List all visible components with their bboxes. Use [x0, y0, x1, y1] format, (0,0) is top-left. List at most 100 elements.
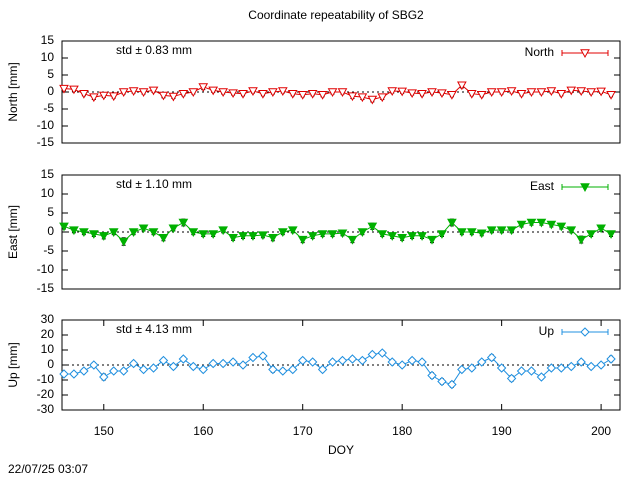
marker	[427, 370, 437, 381]
y-tick-label: 10	[41, 342, 55, 356]
y-axis-label: Up [mm]	[6, 342, 20, 387]
marker	[238, 90, 248, 99]
marker	[128, 228, 139, 238]
marker	[556, 363, 567, 373]
marker	[258, 231, 268, 241]
marker	[477, 357, 487, 367]
marker	[88, 93, 99, 103]
marker	[486, 352, 497, 363]
marker	[248, 87, 258, 97]
marker	[516, 220, 527, 230]
marker	[128, 87, 139, 97]
marker	[526, 366, 537, 376]
y-axis-label: East [mm]	[6, 205, 20, 259]
legend-marker	[580, 183, 590, 193]
marker	[198, 364, 208, 375]
marker	[377, 93, 388, 103]
marker	[69, 369, 79, 379]
marker	[277, 87, 288, 97]
marker	[79, 90, 89, 99]
marker	[148, 228, 159, 238]
marker	[128, 358, 139, 369]
marker	[536, 88, 547, 98]
marker	[317, 91, 328, 100]
marker	[387, 232, 398, 241]
std-annotation: std ± 4.13 mm	[116, 322, 192, 336]
y-tick-label: 10	[41, 186, 55, 200]
std-annotation: std ± 1.10 mm	[116, 177, 192, 191]
marker	[606, 354, 616, 364]
x-tick-label: 200	[591, 424, 611, 438]
marker	[417, 357, 427, 367]
y-tick-label: -30	[37, 402, 55, 416]
marker	[457, 364, 467, 375]
marker	[506, 87, 517, 97]
marker	[198, 83, 209, 92]
marker	[576, 357, 586, 367]
marker	[516, 90, 527, 99]
marker	[506, 373, 517, 384]
marker	[447, 91, 457, 100]
legend-marker	[580, 49, 590, 59]
marker	[596, 360, 606, 370]
marker	[337, 229, 348, 239]
marker	[178, 354, 189, 364]
marker	[367, 349, 378, 360]
marker	[258, 90, 268, 99]
marker	[457, 81, 467, 91]
marker	[437, 230, 447, 239]
marker	[99, 372, 109, 382]
marker	[476, 229, 487, 239]
marker	[258, 351, 268, 361]
marker	[307, 357, 318, 367]
marker	[118, 237, 129, 247]
marker	[268, 88, 278, 98]
y-axis-label: North [mm]	[6, 62, 20, 121]
marker	[238, 360, 248, 370]
marker	[556, 90, 567, 99]
marker	[457, 228, 467, 238]
marker	[437, 376, 447, 387]
x-axis-label: DOY	[328, 443, 354, 457]
marker	[198, 230, 209, 239]
marker	[208, 358, 218, 369]
marker	[268, 234, 278, 243]
marker	[307, 232, 318, 241]
y-tick-label: 0	[47, 224, 54, 238]
marker	[109, 366, 119, 376]
y-tick-label: -20	[37, 387, 55, 401]
marker	[178, 90, 189, 99]
marker	[397, 360, 407, 370]
marker	[417, 90, 427, 99]
y-tick-label: 10	[41, 50, 55, 64]
y-tick-label: -10	[37, 262, 55, 276]
marker	[138, 224, 149, 234]
marker	[606, 91, 616, 100]
marker	[297, 235, 308, 245]
marker	[526, 218, 537, 228]
x-tick-label: 190	[492, 424, 512, 438]
marker	[327, 230, 338, 239]
marker	[367, 95, 378, 105]
y-tick-label: 5	[47, 67, 54, 81]
marker	[59, 369, 69, 379]
marker	[138, 364, 149, 375]
marker	[357, 355, 368, 366]
marker	[317, 364, 328, 375]
std-annotation: std ± 0.83 mm	[116, 43, 192, 57]
x-tick-label: 180	[392, 424, 412, 438]
marker	[228, 357, 238, 367]
y-tick-label: -5	[43, 101, 54, 115]
y-tick-label: 0	[47, 357, 54, 371]
marker	[228, 234, 238, 243]
marker	[218, 226, 228, 236]
marker	[387, 357, 397, 367]
marker	[148, 363, 159, 373]
marker	[357, 228, 368, 238]
y-tick-label: 30	[41, 312, 55, 326]
marker	[248, 352, 258, 363]
marker	[208, 86, 219, 96]
legend-label: North	[525, 45, 554, 59]
